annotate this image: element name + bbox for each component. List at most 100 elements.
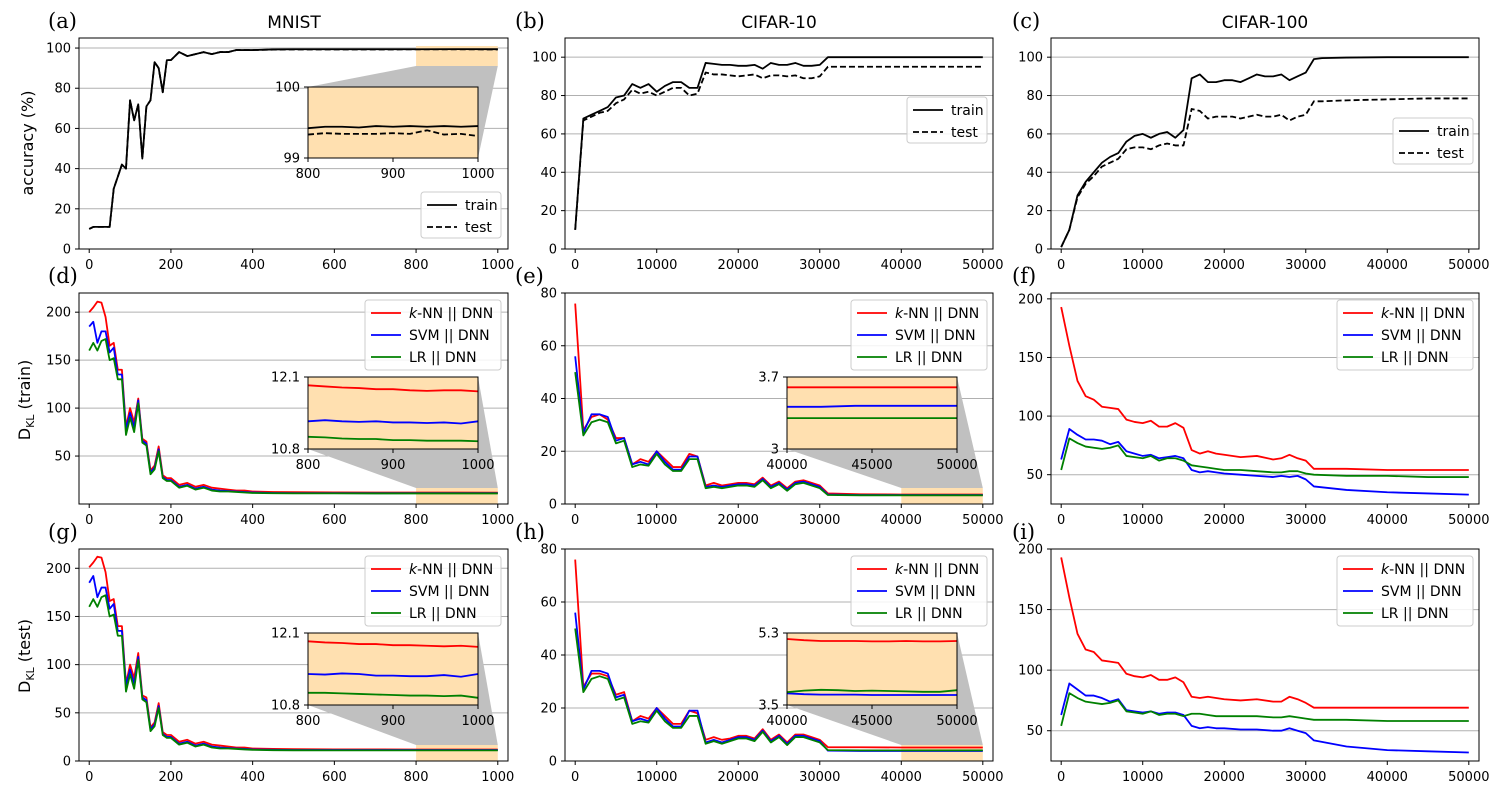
inset-series-line (786, 688, 958, 694)
y-tick-label: 20 (540, 445, 557, 460)
legend-label: k-NN || DNN (895, 306, 979, 322)
panel-label-f: (f) (1012, 264, 1036, 288)
series-line (574, 65, 983, 230)
legend-label: SVM || DNN (409, 584, 490, 600)
axes-frame (78, 548, 509, 762)
legend-label: test (951, 125, 978, 141)
legend: k-NN || DNN SVM || DNN LR || DNN (1336, 555, 1474, 627)
inset: 800 900 1000 99 100 (275, 81, 494, 183)
inset: 40000 45000 50000 3.5 5.3 (758, 627, 977, 730)
inset-x-tick-label: 900 (381, 714, 406, 729)
x-tick-label: 600 (322, 258, 347, 273)
legend-label: k-NN || DNN (409, 562, 493, 578)
inset-y-tick-label: 3 (771, 443, 779, 458)
y-tick-label: 100 (46, 402, 71, 417)
x-tick-label: 40000 (1367, 258, 1408, 273)
x-tick-label: 10000 (636, 258, 677, 273)
inset-x-tick-label: 900 (381, 167, 406, 182)
x-tick-label: 50000 (1448, 770, 1489, 785)
y-tick-label: 20 (540, 204, 557, 219)
x-tick-label: 40000 (881, 258, 922, 273)
legend: k-NN || DNN SVM || DNN LR || DNN (850, 555, 988, 627)
panel-label-h: (h) (515, 520, 545, 544)
series-line (574, 559, 983, 749)
axes-frame (78, 37, 509, 250)
inset-series-line (786, 692, 957, 696)
inset-y-tick-label: 3.7 (758, 371, 779, 386)
inset-y-tick-label: 99 (283, 152, 300, 167)
y-tick-label: 40 (1026, 166, 1043, 181)
y-tick-label: 20 (540, 702, 557, 717)
zoom-region (416, 46, 498, 66)
y-tick-label: 150 (46, 610, 71, 625)
legend-box (364, 299, 502, 371)
y-tick-label: 60 (540, 596, 557, 611)
y-tick-label: 150 (46, 354, 71, 369)
series-line (574, 356, 983, 496)
y-tick-label: 100 (1018, 664, 1043, 679)
y-tick-label: 0 (549, 498, 557, 513)
y-tick-label: 0 (63, 755, 71, 770)
series-line (1060, 557, 1469, 709)
x-tick-label: 50000 (962, 258, 1003, 273)
y-tick-label: 100 (532, 51, 557, 66)
x-tick-label: 0 (571, 770, 579, 785)
legend-box (364, 555, 502, 627)
series-line (1060, 428, 1469, 496)
x-tick-label: 20000 (1204, 770, 1245, 785)
legend-label: SVM || DNN (409, 328, 490, 344)
series-line (1060, 682, 1469, 754)
panel-label-e: (e) (515, 264, 544, 288)
panel-label-d: (d) (48, 264, 78, 288)
x-tick-label: 0 (85, 258, 93, 273)
legend-box (850, 299, 988, 371)
legend-box (1336, 299, 1474, 371)
panel-label-b: (b) (515, 9, 545, 33)
x-tick-label: 50000 (1448, 513, 1489, 528)
x-tick-label: 400 (240, 513, 265, 528)
inset-x-tick-label: 800 (296, 458, 321, 473)
inset-series-line (307, 384, 479, 393)
y-tick-label: 200 (46, 306, 71, 321)
y-tick-label: 60 (540, 127, 557, 142)
series-line (1060, 56, 1469, 248)
axes-frame (1050, 37, 1480, 250)
x-tick-label: 800 (404, 513, 429, 528)
x-tick-label: 10000 (1122, 770, 1163, 785)
y-tick-label: 100 (46, 658, 71, 673)
inset-series-line (308, 691, 479, 699)
x-tick-label: 0 (1057, 770, 1065, 785)
inset-x-tick-label: 50000 (936, 458, 977, 473)
y-tick-label: 200 (46, 562, 71, 577)
legend-label: LR || DNN (895, 350, 963, 366)
inset-x-tick-label: 800 (296, 714, 321, 729)
y-tick-label: 50 (1026, 468, 1043, 483)
x-tick-label: 20000 (718, 513, 759, 528)
inset-background (787, 633, 957, 705)
ylabel-accuracy: accuracy (%) (18, 91, 37, 196)
panel-d: 0 200 400 600 800 1000 50 100 150 200 800 900 1000 10… (46, 292, 514, 528)
y-tick-label: 150 (1018, 603, 1043, 618)
y-tick-label: 60 (1026, 127, 1043, 142)
ylabel-dkl-test: DKL (test) (15, 619, 37, 693)
inset-x-tick-label: 50000 (936, 714, 977, 729)
x-tick-label: 30000 (1285, 258, 1326, 273)
y-tick-label: 50 (1026, 724, 1043, 739)
legend: k-NN || DNN SVM || DNN LR || DNN (1336, 299, 1474, 371)
x-tick-label: 30000 (799, 258, 840, 273)
y-tick-label: 100 (46, 42, 71, 57)
panel-i: 0 10000 20000 30000 40000 50000 50 100 150 200 k-N… (1018, 543, 1489, 786)
inset-series-line (307, 640, 479, 648)
inset-series-line (307, 129, 479, 137)
inset-y-tick-label: 10.8 (271, 699, 300, 714)
panel-e: 0 10000 20000 30000 40000 50000 0 20 40 60 80 40000… (540, 287, 1003, 529)
x-tick-label: 800 (404, 258, 429, 273)
legend: k-NN || DNN SVM || DNN LR || DNN (364, 299, 502, 371)
x-tick-label: 20000 (718, 770, 759, 785)
series-line (88, 338, 498, 495)
legend: k-NN || DNN SVM || DNN LR || DNN (364, 555, 502, 627)
inset-background (787, 377, 957, 449)
y-tick-label: 0 (549, 243, 557, 258)
series-line (574, 628, 983, 752)
x-tick-label: 50000 (1448, 258, 1489, 273)
